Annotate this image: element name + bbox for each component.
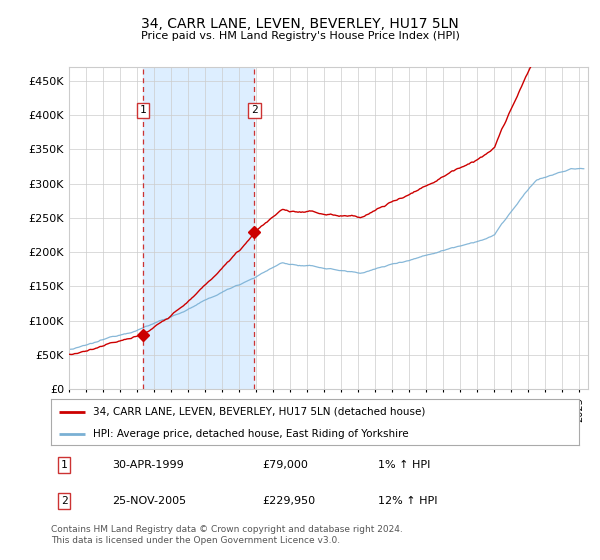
Text: 34, CARR LANE, LEVEN, BEVERLEY, HU17 5LN (detached house): 34, CARR LANE, LEVEN, BEVERLEY, HU17 5LN… [93,407,425,417]
Text: Contains HM Land Registry data © Crown copyright and database right 2024.
This d: Contains HM Land Registry data © Crown c… [51,525,403,545]
Bar [143,67,254,389]
Text: 1% ↑ HPI: 1% ↑ HPI [379,460,431,470]
Text: 1: 1 [139,105,146,115]
Text: 34, CARR LANE, LEVEN, BEVERLEY, HU17 5LN: 34, CARR LANE, LEVEN, BEVERLEY, HU17 5LN [141,17,459,31]
Text: Price paid vs. HM Land Registry's House Price Index (HPI): Price paid vs. HM Land Registry's House … [140,31,460,41]
Text: 25-NOV-2005: 25-NOV-2005 [112,496,186,506]
Text: 12% ↑ HPI: 12% ↑ HPI [379,496,438,506]
Text: HPI: Average price, detached house, East Riding of Yorkshire: HPI: Average price, detached house, East… [93,429,409,438]
Text: 30-APR-1999: 30-APR-1999 [112,460,184,470]
Text: 1: 1 [61,460,68,470]
Text: 2: 2 [61,496,68,506]
Text: £229,950: £229,950 [262,496,316,506]
Text: 2: 2 [251,105,258,115]
Text: £79,000: £79,000 [262,460,308,470]
